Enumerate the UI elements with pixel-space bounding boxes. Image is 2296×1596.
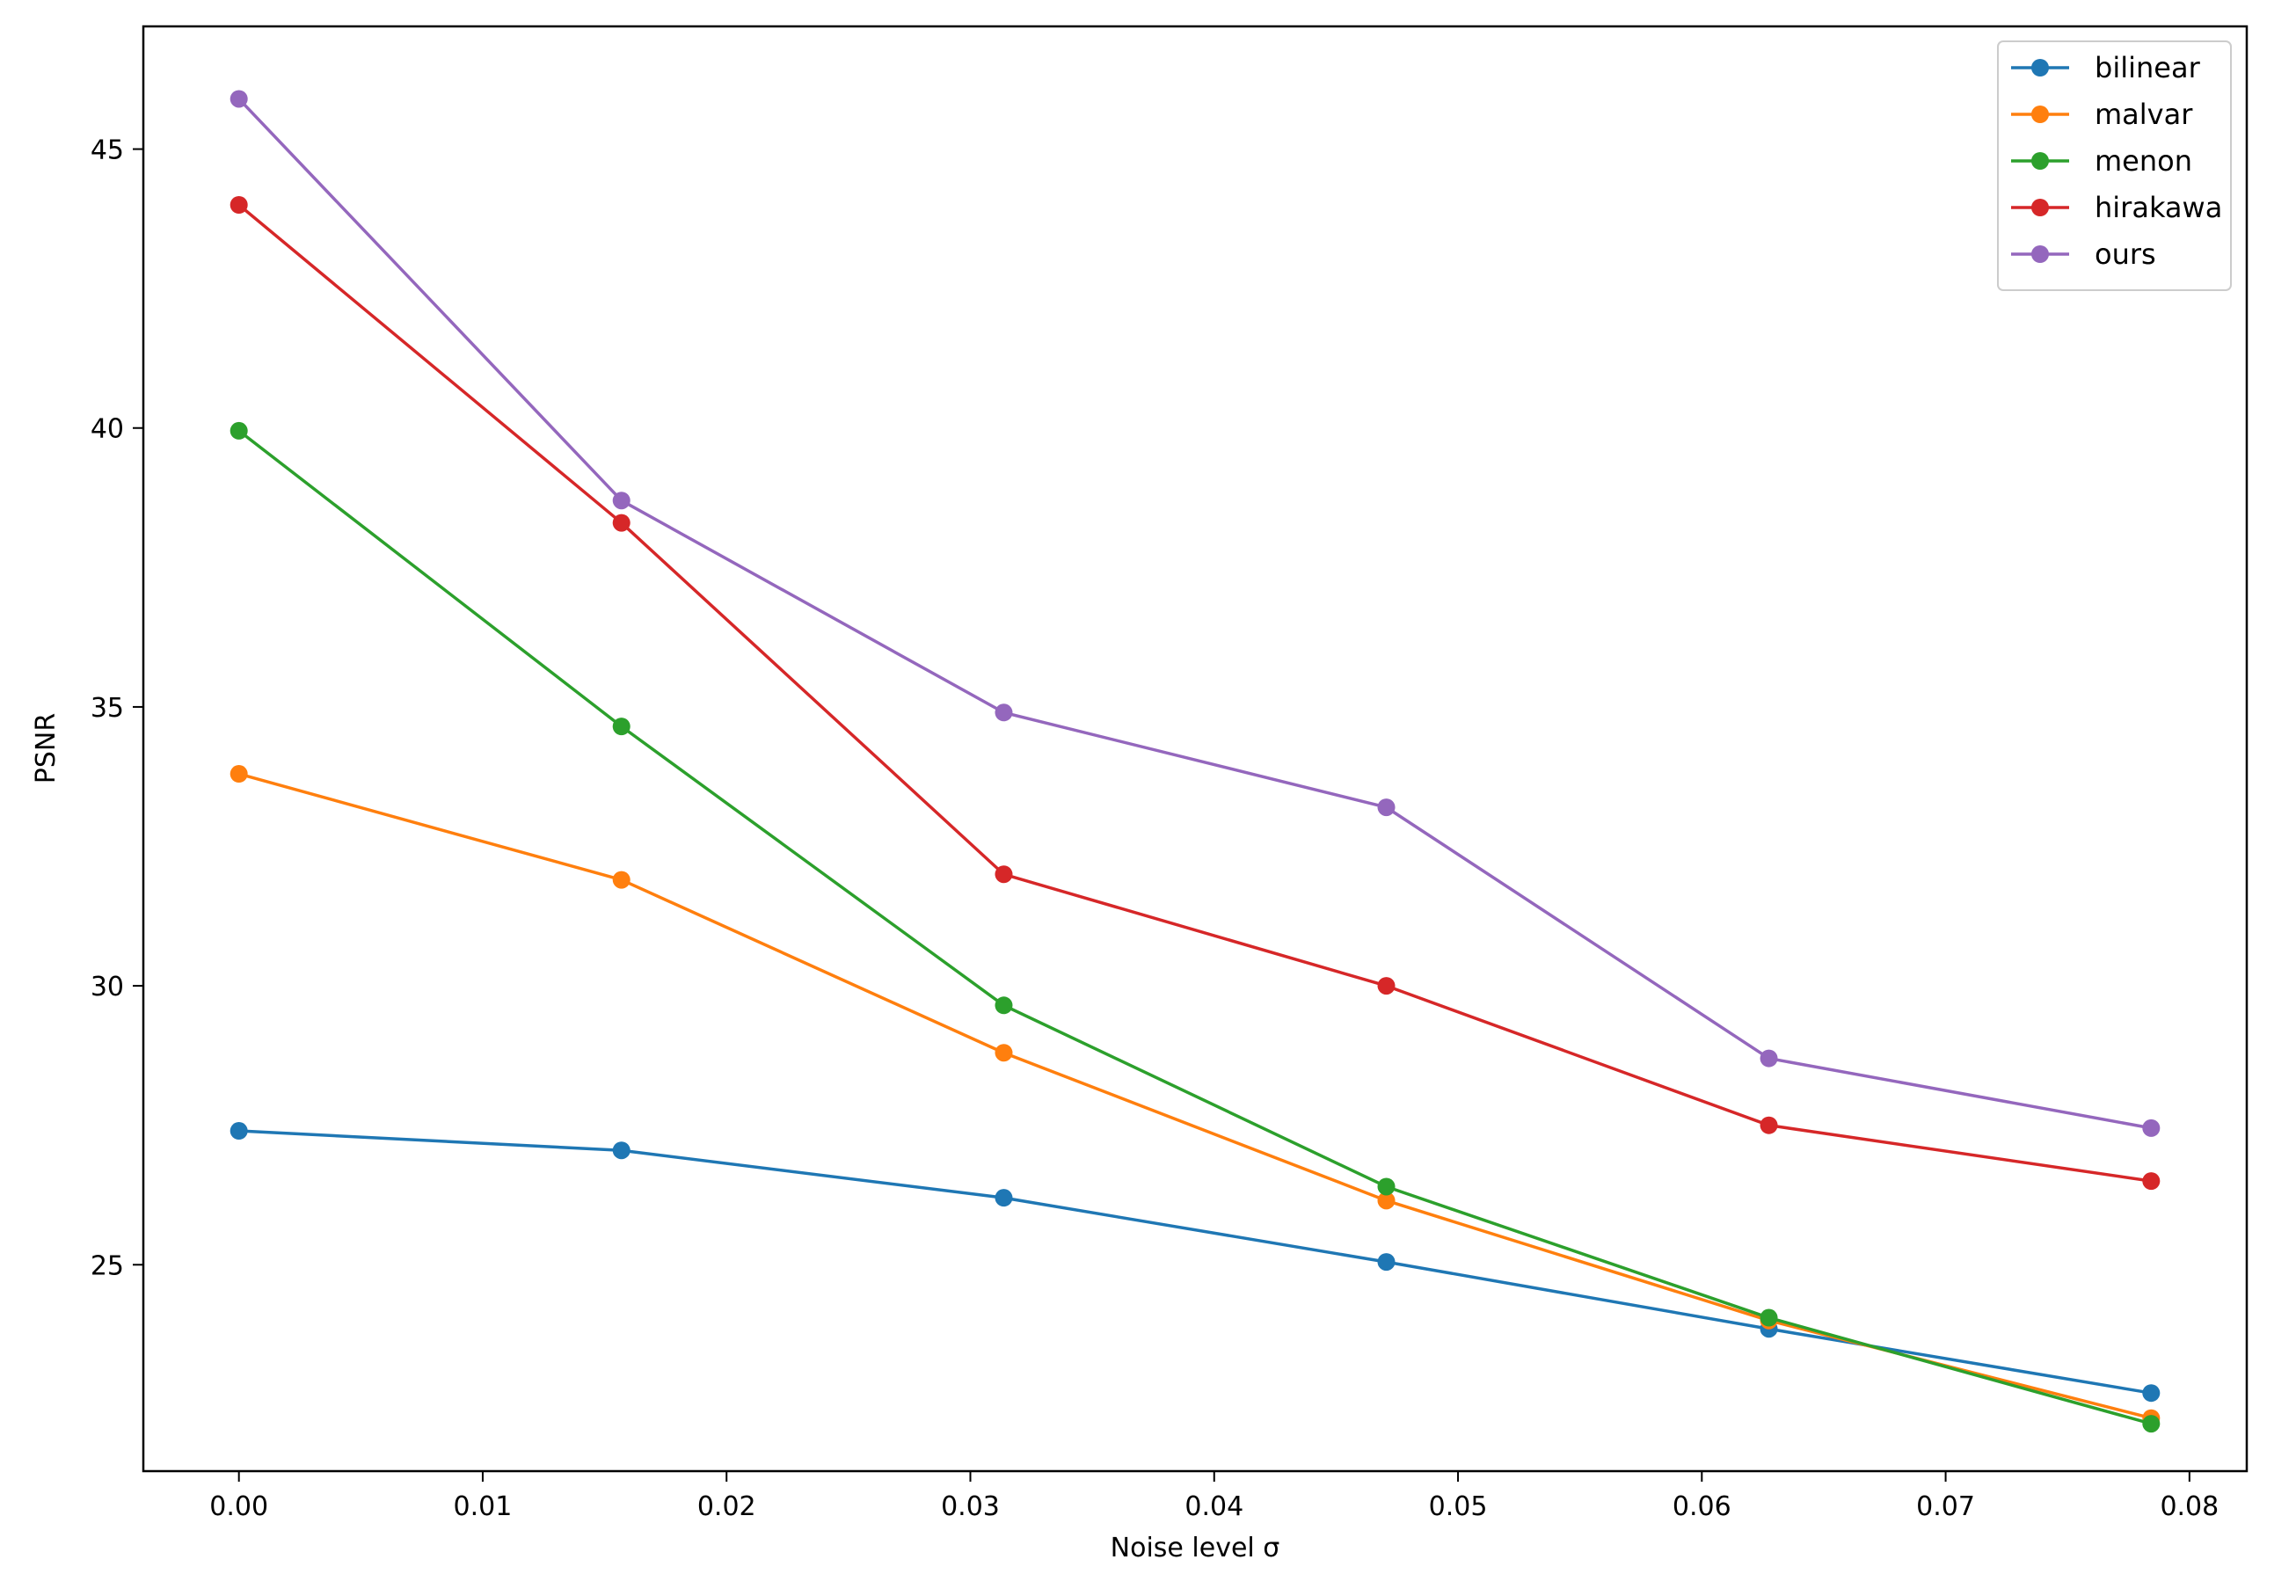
y-axis: 25 30 35 40 45 bbox=[91, 135, 143, 1281]
data-point-hirakawa bbox=[1377, 977, 1396, 995]
series-ours bbox=[230, 90, 2161, 1137]
data-point-hirakawa bbox=[230, 195, 248, 214]
legend-item-malvar: malvar bbox=[2011, 98, 2193, 131]
data-point-menon bbox=[2142, 1415, 2161, 1433]
data-point-ours bbox=[995, 703, 1013, 722]
data-point-ours bbox=[1760, 1049, 1778, 1068]
x-tick-label: 0.08 bbox=[2160, 1491, 2219, 1522]
legend: bilinear malvar menon hirakawa ours bbox=[1997, 40, 2232, 291]
x-tick-label: 0.01 bbox=[454, 1491, 513, 1522]
data-point-bilinear bbox=[995, 1189, 1013, 1207]
data-point-ours bbox=[230, 90, 248, 108]
x-tick-label: 0.04 bbox=[1184, 1491, 1243, 1522]
data-point-ours bbox=[2142, 1119, 2161, 1137]
y-tick-label: 25 bbox=[91, 1250, 124, 1281]
data-point-menon bbox=[995, 996, 1013, 1015]
series-bilinear bbox=[230, 1122, 2161, 1403]
legend-marker-malvar bbox=[2031, 106, 2049, 123]
x-tick-label: 0.00 bbox=[209, 1491, 268, 1522]
x-tick-label: 0.07 bbox=[1916, 1491, 1975, 1522]
data-point-hirakawa bbox=[995, 865, 1013, 884]
legend-label-hirakawa: hirakawa bbox=[2095, 191, 2222, 224]
series-layer bbox=[230, 90, 2161, 1433]
legend-label-ours: ours bbox=[2095, 237, 2156, 271]
data-point-menon bbox=[1377, 1177, 1396, 1196]
x-tick-label: 0.05 bbox=[1429, 1491, 1488, 1522]
x-tick-label: 0.06 bbox=[1673, 1491, 1731, 1522]
y-tick-label: 30 bbox=[91, 972, 124, 1002]
data-point-menon bbox=[612, 718, 630, 736]
series-hirakawa bbox=[230, 195, 2161, 1191]
x-axis: 0.00 0.01 0.02 0.03 0.04 0.05 0.06 0.07 0.08 bbox=[209, 1471, 2219, 1522]
legend-marker-ours bbox=[2031, 245, 2049, 263]
data-point-hirakawa bbox=[2142, 1172, 2161, 1191]
x-tick-label: 0.03 bbox=[941, 1491, 1000, 1522]
series-line-ours bbox=[237, 98, 2152, 1130]
data-point-ours bbox=[612, 492, 630, 510]
data-point-bilinear bbox=[612, 1141, 630, 1160]
plot-area bbox=[143, 26, 2247, 1471]
data-point-bilinear bbox=[1377, 1253, 1396, 1272]
legend-label-malvar: malvar bbox=[2095, 98, 2193, 131]
data-point-malvar bbox=[230, 765, 248, 783]
y-tick-label: 45 bbox=[91, 135, 124, 166]
legend-item-ours: ours bbox=[2011, 237, 2156, 271]
legend-label-menon: menon bbox=[2095, 144, 2192, 178]
y-axis-label: PSNR bbox=[31, 713, 62, 783]
data-point-malvar bbox=[1377, 1192, 1396, 1210]
data-point-ours bbox=[1377, 798, 1396, 817]
legend-frame bbox=[1997, 40, 2232, 291]
y-tick-label: 35 bbox=[91, 693, 124, 724]
legend-label-bilinear: bilinear bbox=[2095, 51, 2201, 84]
legend-item-menon: menon bbox=[2011, 144, 2192, 178]
legend-marker-menon bbox=[2031, 152, 2049, 170]
series-menon bbox=[230, 421, 2161, 1433]
series-line-menon bbox=[237, 429, 2152, 1425]
data-point-malvar bbox=[612, 871, 630, 889]
data-point-hirakawa bbox=[1760, 1116, 1778, 1134]
data-point-menon bbox=[1760, 1308, 1778, 1327]
plot-frame bbox=[142, 25, 2249, 1473]
series-line-hirakawa bbox=[237, 203, 2152, 1183]
data-point-bilinear bbox=[230, 1122, 248, 1141]
series-line-bilinear bbox=[238, 1129, 2152, 1395]
y-tick-label: 40 bbox=[91, 414, 124, 445]
legend-marker-bilinear bbox=[2031, 59, 2049, 77]
x-axis-label: Noise level σ bbox=[1111, 1533, 1280, 1563]
data-point-hirakawa bbox=[612, 514, 630, 532]
legend-marker-hirakawa bbox=[2031, 199, 2049, 216]
legend-item-bilinear: bilinear bbox=[2011, 51, 2201, 84]
legend-item-hirakawa: hirakawa bbox=[2011, 191, 2222, 224]
x-tick-label: 0.02 bbox=[697, 1491, 756, 1522]
data-point-bilinear bbox=[2142, 1384, 2161, 1403]
data-point-malvar bbox=[995, 1044, 1013, 1062]
data-point-menon bbox=[230, 421, 248, 440]
